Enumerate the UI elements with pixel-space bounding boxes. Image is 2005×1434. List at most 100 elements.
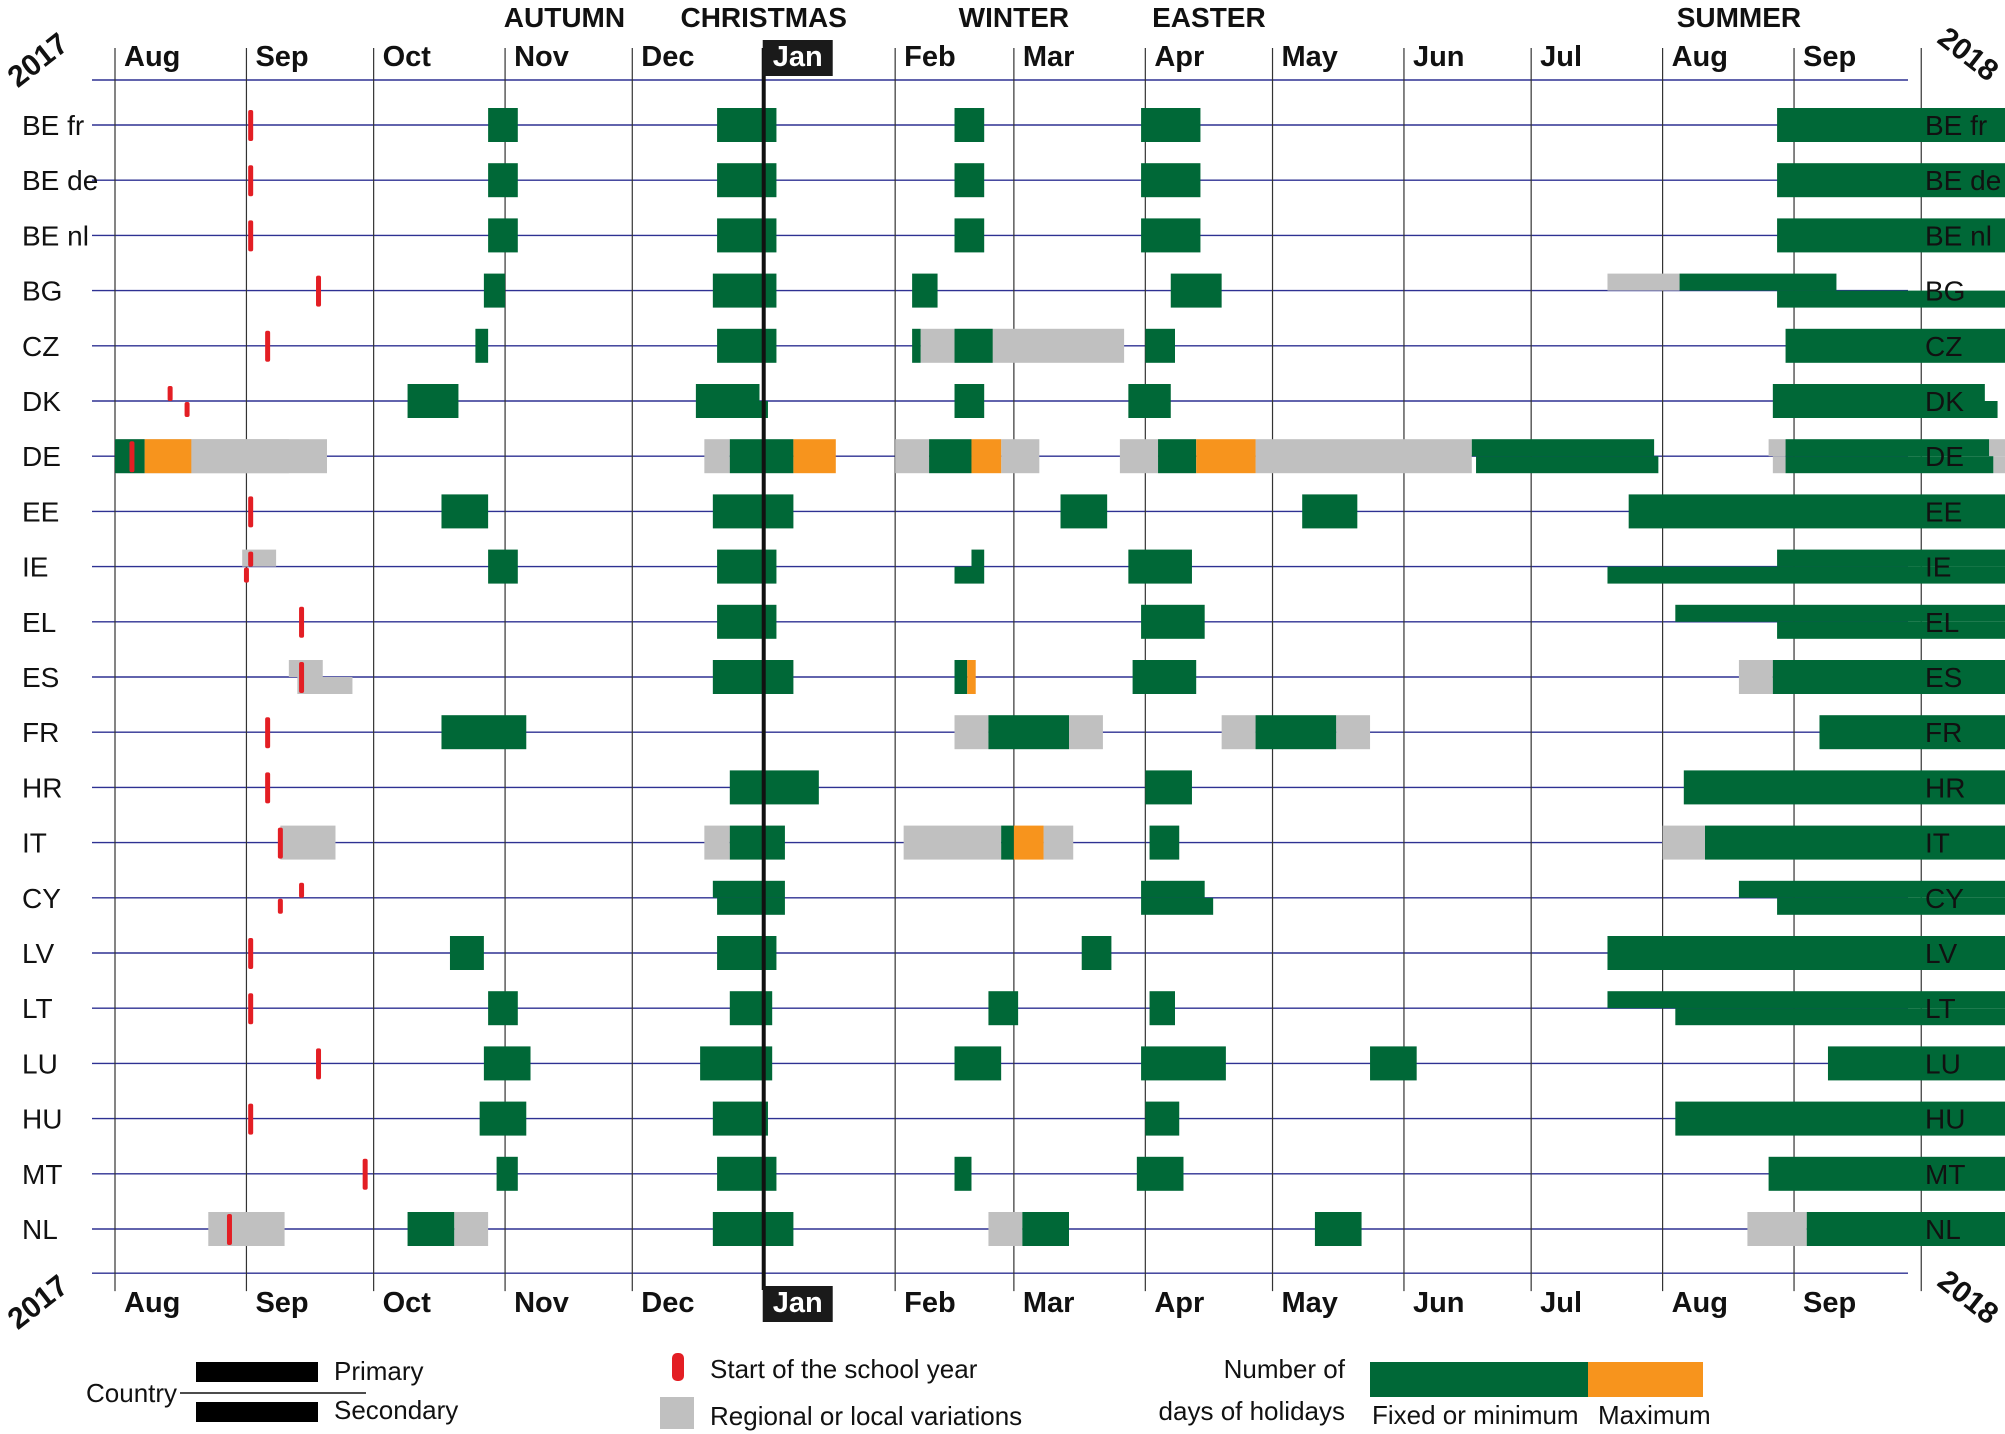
month-label-bottom: Apr: [1154, 1287, 1204, 1319]
fixed-holiday-bar: [988, 715, 1069, 750]
legend-fixed-swatch: [1370, 1362, 1588, 1397]
month-label-bottom: Jan: [773, 1287, 823, 1319]
country-label-right: DK: [1925, 386, 1964, 417]
country-label-right: LT: [1925, 993, 1956, 1024]
fixed-holiday-bar: [1819, 715, 2005, 750]
legend-secondary-label: Secondary: [334, 1395, 458, 1425]
school-start-marker: [265, 330, 271, 362]
month-label-bottom: Aug: [124, 1287, 180, 1319]
country-label-right: LU: [1925, 1048, 1961, 1079]
school-start-marker: [167, 386, 173, 401]
fixed-holiday-bar: [1128, 549, 1192, 584]
country-label-left: HU: [22, 1104, 62, 1135]
fixed-holiday-bar: [1675, 1008, 2005, 1026]
month-label-top: Aug: [1672, 41, 1728, 73]
regional-variation-bar: [1119, 439, 1159, 474]
school-start-marker: [248, 1103, 254, 1135]
month-label-top: May: [1282, 41, 1338, 73]
fixed-holiday-bar: [1777, 108, 2005, 142]
school-start-marker: [277, 898, 283, 914]
fixed-holiday-bar: [1145, 770, 1192, 805]
school-start-marker: [299, 606, 305, 638]
country-label-right: HU: [1925, 1104, 1965, 1135]
fixed-holiday-bar: [971, 549, 985, 567]
fixed-holiday-bar: [1607, 566, 2005, 584]
fixed-holiday-bar: [695, 401, 768, 418]
fixed-holiday-bar: [1806, 1212, 2005, 1246]
month-label-bottom: May: [1282, 1287, 1338, 1319]
regional-variation-bar: [1607, 273, 1680, 291]
fixed-holiday-bar: [1471, 439, 1655, 457]
fixed-holiday-bar: [717, 897, 785, 915]
fixed-holiday-bar: [712, 660, 794, 694]
fixed-holiday-bar: [488, 549, 518, 584]
highlighted-month-box: [762, 1286, 833, 1322]
fixed-holiday-bar: [441, 715, 527, 750]
maximum-holiday-bar: [1013, 825, 1044, 860]
regional-variation-bar: [988, 1212, 1023, 1246]
fixed-holiday-bar: [1607, 991, 2005, 1009]
maximum-holiday-bar: [1196, 439, 1256, 474]
fixed-holiday-bar: [729, 439, 794, 474]
fixed-holiday-bar: [1628, 494, 2005, 529]
regional-variation-bar: [704, 439, 730, 474]
grid: [92, 48, 1922, 1292]
fixed-holiday-bar: [1777, 897, 2005, 915]
country-label-left: MT: [22, 1159, 62, 1190]
country-label-right: EE: [1925, 496, 1962, 527]
fixed-holiday-bar: [483, 273, 506, 308]
regional-variation-bar: [191, 439, 289, 474]
month-label-top: Jul: [1540, 41, 1582, 73]
school-start-marker: [129, 441, 135, 473]
fixed-holiday-bar: [1141, 218, 1201, 253]
fixed-holiday-bar: [1683, 770, 2005, 805]
fixed-holiday-bar: [717, 1156, 777, 1191]
month-label-top: Apr: [1154, 41, 1204, 73]
school-start-marker: [243, 567, 249, 583]
fixed-holiday-bar: [1675, 604, 2005, 622]
month-label-bottom: Oct: [383, 1287, 432, 1319]
country-label-left: FR: [22, 717, 59, 748]
school-start-marker: [299, 662, 305, 693]
fixed-holiday-bar: [1777, 218, 2005, 253]
legend: Country Primary Secondary Start of the scho…: [86, 1353, 1711, 1431]
regional-variation-bar: [895, 439, 930, 474]
school-start-marker: [316, 1048, 322, 1080]
fixed-holiday-bar: [712, 1101, 768, 1136]
country-label-right: DE: [1925, 441, 1964, 472]
school-start-marker: [248, 993, 254, 1025]
fixed-holiday-bar: [1777, 290, 2005, 308]
fixed-holiday-bar: [1772, 384, 1985, 401]
month-label-bottom: Aug: [1672, 1287, 1728, 1319]
school-start-marker: [226, 1214, 232, 1245]
fixed-holiday-bar: [954, 566, 985, 584]
fixed-holiday-bar: [1145, 1101, 1180, 1136]
fixed-holiday-bar: [712, 880, 785, 898]
regional-variation-bar: [208, 1212, 285, 1246]
fixed-holiday-bar: [1738, 880, 2005, 898]
regional-variation-bar: [1336, 715, 1371, 750]
legend-school-start-swatch: [672, 1353, 684, 1381]
school-start-marker: [316, 275, 322, 307]
country-label-left: LU: [22, 1048, 58, 1079]
month-label-bottom: Jul: [1540, 1287, 1582, 1319]
country-label-right: IT: [1925, 828, 1950, 859]
regional-variation-bar: [1069, 715, 1103, 750]
regional-variation-bar: [1255, 439, 1472, 474]
fixed-holiday-bar: [1370, 1046, 1417, 1081]
country-label-left: IE: [22, 552, 48, 583]
fixed-holiday-bar: [407, 1212, 455, 1246]
month-label-bottom: Sep: [255, 1287, 308, 1319]
legend-fixed-label: Fixed or minimum: [1372, 1400, 1579, 1430]
fixed-holiday-bar: [717, 936, 777, 970]
legend-regional-label: Regional or local variations: [710, 1401, 1022, 1431]
maximum-holiday-bar: [144, 439, 192, 474]
country-label-right: NL: [1925, 1214, 1961, 1245]
regional-variation-bar: [954, 715, 989, 750]
month-label-top: Jan: [773, 41, 823, 73]
highlighted-month-box: [762, 40, 833, 76]
fixed-holiday-bar: [483, 1046, 531, 1081]
legend-secondary-swatch: [196, 1402, 318, 1422]
month-label-top: Aug: [124, 41, 180, 73]
